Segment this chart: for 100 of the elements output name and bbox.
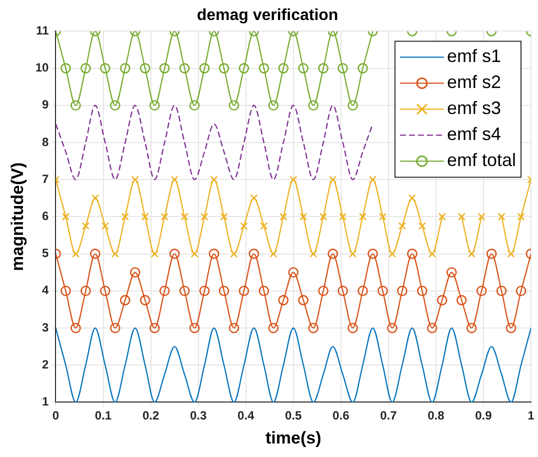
point — [91, 194, 100, 202]
point — [218, 286, 230, 296]
point — [149, 100, 160, 111]
point — [210, 176, 218, 184]
y-tick-label: 5 — [42, 246, 50, 260]
point — [228, 100, 240, 111]
point — [498, 212, 506, 221]
x-tick-label: 0.4 — [238, 408, 255, 423]
point — [378, 212, 387, 221]
point — [446, 267, 457, 278]
x-tick-label: 0.8 — [428, 408, 445, 423]
point — [159, 286, 170, 296]
point — [438, 212, 446, 221]
point — [328, 248, 338, 259]
point — [288, 267, 299, 278]
y-tick-label: 4 — [42, 283, 50, 298]
point — [358, 286, 368, 296]
point — [468, 250, 476, 258]
point — [506, 322, 516, 334]
y-axis-title: magnitude(V) — [8, 162, 27, 272]
point — [159, 63, 170, 74]
x-tick-label: 0.3 — [190, 408, 207, 423]
point — [208, 248, 220, 259]
point — [278, 63, 289, 74]
point — [72, 250, 80, 258]
point — [368, 248, 378, 259]
point — [458, 212, 466, 221]
point — [60, 63, 71, 74]
x-tick-label: 0.1 — [94, 408, 112, 423]
point — [358, 212, 367, 221]
point — [250, 194, 258, 202]
point — [348, 100, 358, 111]
point — [179, 286, 190, 296]
point — [150, 250, 158, 258]
x-tick-label: 0.2 — [142, 408, 160, 423]
point — [62, 212, 70, 221]
point — [160, 212, 168, 221]
y-tick-label: 11 — [36, 24, 50, 38]
point — [278, 295, 289, 306]
point — [220, 212, 228, 221]
point — [199, 286, 210, 296]
point — [348, 322, 358, 334]
point — [190, 250, 198, 258]
point — [82, 222, 90, 230]
point — [131, 176, 139, 184]
point — [280, 212, 288, 221]
line-series — [56, 104, 374, 180]
point — [70, 100, 81, 111]
point — [338, 63, 348, 74]
point — [260, 222, 268, 230]
y-tick-label: 1 — [42, 394, 50, 409]
point — [348, 250, 357, 258]
point — [121, 212, 129, 221]
point — [338, 212, 347, 221]
point — [60, 286, 71, 296]
legend-label: emf total — [446, 150, 516, 170]
point — [240, 222, 248, 230]
point — [328, 176, 337, 184]
point — [149, 322, 160, 334]
point — [319, 212, 328, 221]
point — [268, 100, 279, 111]
point — [179, 63, 190, 74]
point — [496, 286, 507, 296]
point — [398, 222, 406, 230]
point — [368, 176, 377, 184]
point — [436, 295, 448, 306]
x-axis-title: time(s) — [266, 428, 322, 448]
point — [298, 295, 309, 306]
point — [130, 267, 140, 278]
point — [428, 250, 436, 258]
point — [140, 295, 150, 306]
point — [407, 248, 418, 259]
x-tick-label: 0.7 — [380, 408, 398, 423]
y-tick-label: 2 — [42, 357, 50, 372]
point — [111, 250, 119, 258]
point — [318, 286, 328, 296]
point — [258, 63, 270, 74]
point — [170, 176, 178, 184]
y-tick-label: 3 — [42, 320, 50, 334]
point — [456, 295, 467, 306]
point — [140, 63, 150, 74]
chart-title: demag verification — [196, 7, 338, 24]
point — [486, 248, 497, 259]
point — [101, 222, 110, 230]
point — [189, 322, 200, 334]
point — [110, 322, 120, 334]
point — [338, 286, 348, 296]
legend-label: emf s4 — [446, 124, 501, 144]
point — [238, 286, 250, 296]
point — [228, 322, 240, 334]
legend-label: emf s1 — [446, 46, 501, 66]
point — [180, 212, 188, 221]
point — [268, 322, 279, 334]
point — [308, 100, 318, 111]
point — [318, 63, 328, 74]
point — [507, 250, 515, 258]
x-tick-label: 0 — [52, 408, 60, 423]
point — [238, 63, 250, 74]
point — [408, 194, 416, 202]
point — [378, 286, 388, 296]
